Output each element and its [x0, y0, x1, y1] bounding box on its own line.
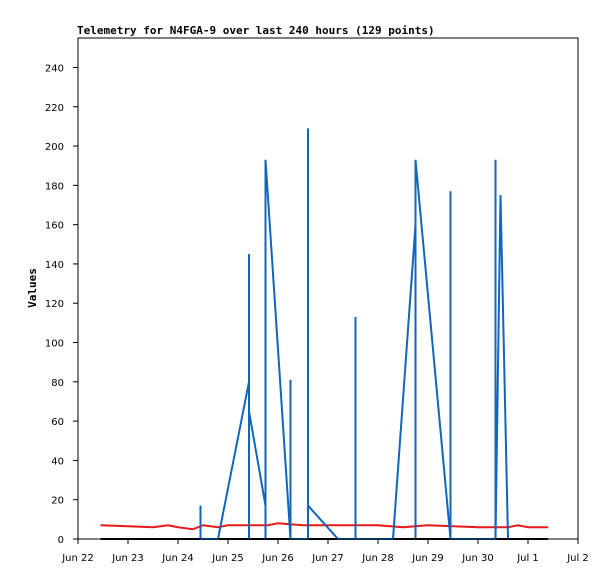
y-tick-label: 100 — [45, 339, 64, 350]
y-tick-label: 160 — [45, 221, 64, 232]
x-tick-label: Jun 27 — [311, 553, 344, 564]
chart-title: Telemetry for N4FGA-9 over last 240 hour… — [77, 24, 435, 37]
y-tick-label: 180 — [45, 181, 64, 192]
x-tick-label: Jul 2 — [566, 553, 589, 564]
y-axis-ticks: 0 20 40 60 80 100 120 140 160 180 200 220 240 — [45, 63, 78, 546]
y-axis-label: Values — [26, 268, 39, 308]
series-line-3 — [199, 128, 509, 540]
x-tick-label: Jun 29 — [411, 553, 444, 564]
plot-frame — [77, 37, 579, 540]
y-tick-label: 140 — [45, 260, 64, 271]
y-tick-label: 60 — [51, 417, 64, 428]
y-tick-label: 120 — [45, 299, 64, 310]
y-tick-label: 0 — [58, 535, 64, 546]
series-line-1 — [100, 522, 548, 531]
x-tick-label: Jun 23 — [111, 553, 144, 564]
x-tick-label: Jun 24 — [161, 553, 194, 564]
x-axis-ticks: Jun 22 Jun 23 Jun 24 Jun 25 Jun 26 Jun 27 Jun … — [61, 539, 589, 564]
y-tick-label: 40 — [51, 456, 64, 467]
y-tick-label: 200 — [45, 142, 64, 153]
x-tick-label: Jul 1 — [516, 553, 539, 564]
x-tick-label: Jun 28 — [361, 553, 394, 564]
x-tick-label: Jun 30 — [461, 553, 494, 564]
y-tick-label: 20 — [51, 496, 64, 507]
y-tick-label: 80 — [51, 378, 64, 389]
x-tick-label: Jun 26 — [261, 553, 294, 564]
y-tick-label: 220 — [45, 103, 64, 114]
x-tick-label: Jun 22 — [61, 553, 94, 564]
y-tick-label: 240 — [45, 63, 64, 74]
x-tick-label: Jun 25 — [211, 553, 244, 564]
